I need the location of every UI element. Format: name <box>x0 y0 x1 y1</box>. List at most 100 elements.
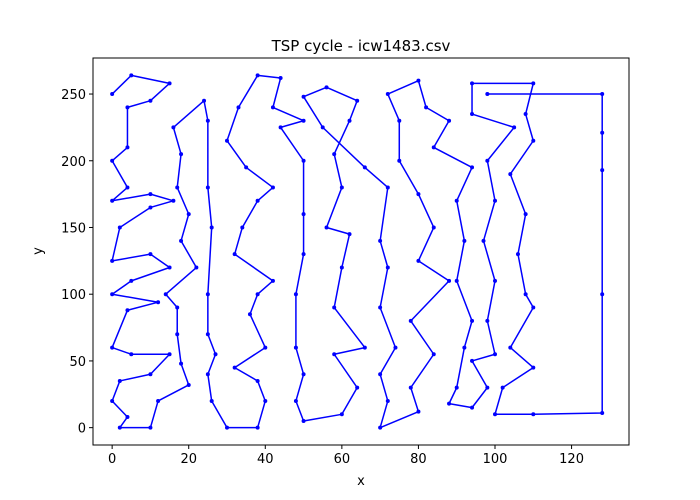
city-point <box>431 225 436 230</box>
city-point <box>512 125 517 130</box>
city-point <box>175 305 180 310</box>
city-point <box>508 345 513 350</box>
city-point <box>485 318 490 323</box>
city-point <box>424 105 429 110</box>
city-point <box>408 318 413 323</box>
city-point <box>148 192 153 197</box>
city-point <box>600 130 605 135</box>
city-point <box>293 398 298 403</box>
city-point <box>225 425 229 430</box>
city-point <box>301 372 306 377</box>
city-point <box>493 278 497 283</box>
x-tick-label: 20 <box>180 452 197 467</box>
city-point <box>385 185 390 190</box>
x-tick-label: 100 <box>483 452 508 467</box>
y-tick-label: 0 <box>78 422 86 437</box>
city-point <box>167 265 172 270</box>
city-point <box>163 292 168 297</box>
city-point <box>205 292 210 297</box>
city-point <box>454 278 459 283</box>
city-point <box>129 278 134 283</box>
city-point <box>255 73 260 78</box>
y-tick-label: 100 <box>61 288 86 303</box>
city-point <box>523 112 528 117</box>
city-point <box>470 165 475 170</box>
city-point <box>179 238 184 243</box>
city-point <box>125 308 130 313</box>
city-point <box>125 105 130 110</box>
city-point <box>247 312 252 317</box>
city-point <box>110 92 115 97</box>
city-point <box>270 185 275 190</box>
city-point <box>209 398 214 403</box>
city-point <box>125 414 130 419</box>
city-point <box>332 352 337 357</box>
city-point <box>110 345 115 350</box>
city-point <box>232 365 237 370</box>
city-point <box>175 185 180 190</box>
city-point <box>462 238 467 243</box>
city-point <box>470 405 475 410</box>
city-point <box>324 225 329 230</box>
x-tick-label: 60 <box>334 452 351 467</box>
y-axis-label: y <box>31 247 46 255</box>
city-point <box>531 412 536 417</box>
city-point <box>416 409 421 414</box>
city-point <box>493 198 497 203</box>
chart-title: TSP cycle - icw1483.csv <box>271 37 451 55</box>
city-point <box>347 232 352 237</box>
city-point <box>485 92 490 97</box>
city-point <box>393 345 398 350</box>
city-point <box>397 118 402 123</box>
city-point <box>125 145 130 150</box>
city-point <box>156 300 161 305</box>
y-tick-label: 200 <box>61 155 86 170</box>
city-point <box>416 192 421 197</box>
city-point <box>447 401 452 406</box>
city-point <box>129 73 134 78</box>
city-point <box>129 352 134 357</box>
city-point <box>355 98 360 103</box>
city-point <box>293 345 298 350</box>
city-point <box>263 398 268 403</box>
city-point <box>244 165 249 170</box>
city-point <box>110 292 115 297</box>
city-point <box>225 138 229 143</box>
y-tick-label: 50 <box>69 355 86 370</box>
city-point <box>339 412 344 417</box>
city-point <box>600 168 605 173</box>
city-point <box>186 212 191 217</box>
city-point <box>332 305 337 310</box>
city-point <box>493 352 497 357</box>
y-tick-label: 250 <box>61 88 86 103</box>
city-point <box>470 318 475 323</box>
city-point <box>175 332 180 337</box>
city-point <box>255 292 260 297</box>
city-point <box>179 152 184 157</box>
city-point <box>362 345 367 350</box>
city-point <box>301 212 306 217</box>
city-point <box>278 125 283 130</box>
city-point <box>263 345 268 350</box>
city-point <box>339 265 344 270</box>
city-point <box>125 185 130 190</box>
city-point <box>531 138 536 143</box>
city-point <box>232 252 237 257</box>
city-point <box>301 252 306 257</box>
city-point <box>148 372 153 377</box>
city-point <box>378 372 383 377</box>
city-point <box>431 145 436 150</box>
city-point <box>270 105 275 110</box>
city-point <box>454 385 459 390</box>
city-point <box>508 172 513 177</box>
city-point <box>110 158 115 163</box>
city-point <box>167 81 172 86</box>
city-point <box>531 365 536 370</box>
city-point <box>209 225 214 230</box>
city-point <box>255 378 260 383</box>
city-point <box>385 398 390 403</box>
city-point <box>378 305 383 310</box>
city-point <box>171 125 176 130</box>
